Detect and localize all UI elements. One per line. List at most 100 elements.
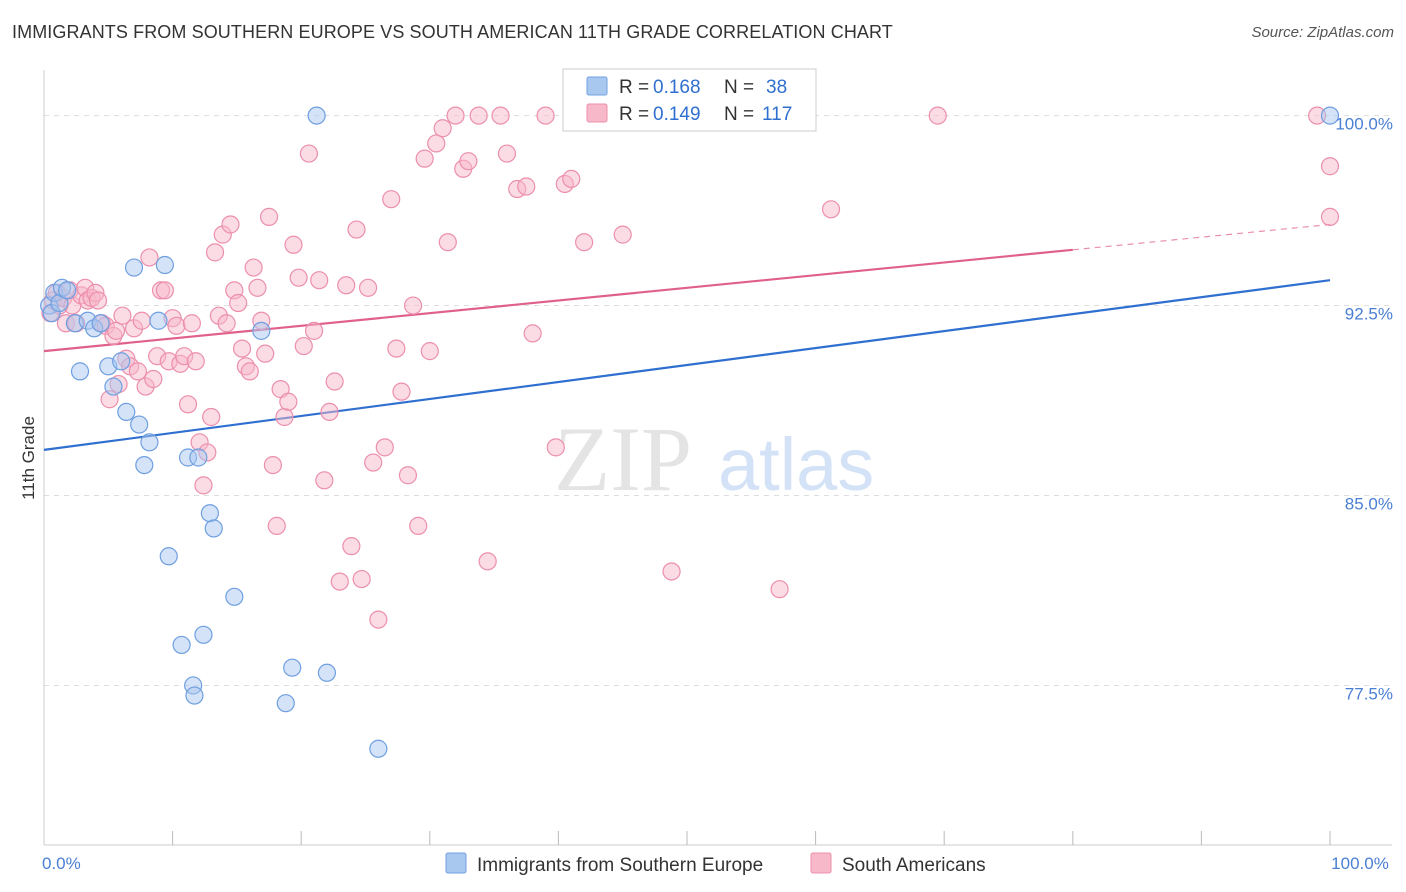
data-point-southern-europe (159, 547, 178, 566)
data-point-south-americans (289, 268, 308, 287)
x-tick-label: 0.0% (42, 854, 81, 873)
data-point-south-americans (294, 336, 313, 356)
data-point-south-americans (375, 438, 394, 457)
data-point-south-americans (178, 395, 198, 414)
data-point-southern-europe (172, 635, 191, 655)
data-point-south-americans (315, 471, 334, 490)
data-point-south-americans (167, 316, 186, 335)
data-point-southern-europe (155, 255, 174, 275)
data-point-south-americans (310, 271, 329, 290)
data-point-south-americans (536, 106, 555, 125)
chart-title: IMMIGRANTS FROM SOUTHERN EUROPE VS SOUTH… (12, 22, 893, 42)
data-point-southern-europe (225, 587, 244, 606)
data-point-south-americans (256, 344, 275, 363)
trend-line-pink (43, 248, 1073, 353)
data-point-southern-europe (194, 625, 213, 644)
legend-r-value-blue: 0.168 (653, 77, 701, 98)
data-point-south-americans (420, 342, 439, 361)
data-point-south-americans (369, 610, 388, 629)
series-legend-swatch-pink (810, 852, 832, 874)
data-point-south-americans (575, 233, 594, 252)
data-point-south-americans (186, 352, 205, 371)
data-point-south-americans (275, 407, 294, 427)
data-point-southern-europe (189, 448, 208, 467)
data-point-south-americans (347, 220, 366, 239)
legend-n-value-pink: 117 (762, 104, 792, 125)
data-point-south-americans (240, 362, 259, 381)
data-point-south-americans (364, 453, 383, 472)
data-point-south-americans (267, 516, 286, 535)
data-point-south-americans (128, 362, 147, 381)
data-point-south-americans (358, 278, 378, 297)
series-legend-label-blue: Immigrants from Southern Europe (477, 855, 763, 876)
data-point-south-americans (1320, 157, 1340, 176)
y-tick-label: 85.0% (1345, 494, 1393, 513)
data-point-south-americans (1320, 207, 1340, 226)
data-point-southern-europe (1320, 106, 1340, 125)
data-point-south-americans (330, 572, 349, 591)
data-point-south-americans (205, 243, 225, 262)
data-point-south-americans (562, 169, 581, 189)
stats-legend: R = 0.168 N = 38 R = 0.149 N = 117 (562, 68, 817, 132)
y-tick-label: 92.5% (1345, 305, 1393, 324)
data-point-south-americans (546, 438, 565, 457)
data-point-south-americans (263, 455, 283, 475)
legend-r-label-pink: R = (619, 104, 649, 125)
legend-swatch-pink (586, 103, 608, 123)
data-point-south-americans (928, 106, 947, 125)
data-point-south-americans (132, 311, 151, 330)
data-point-south-americans (409, 516, 428, 535)
data-point-south-americans (497, 144, 517, 163)
trend-line-extension (1072, 223, 1331, 251)
data-point-south-americans (352, 569, 371, 589)
data-point-southern-europe (117, 402, 136, 422)
data-point-south-americans (229, 293, 248, 313)
legend-n-value-blue: 38 (766, 77, 787, 98)
legend-n-label-blue: N = (724, 77, 754, 98)
data-point-southern-europe (149, 311, 168, 330)
data-point-southern-europe (283, 658, 302, 677)
legend-n-label-pink: N = (724, 104, 754, 125)
data-point-southern-europe (200, 504, 219, 523)
data-point-south-americans (88, 291, 108, 310)
data-point-southern-europe (276, 694, 295, 713)
data-point-south-americans (517, 177, 536, 196)
data-point-southern-europe (70, 362, 90, 381)
data-point-south-americans (433, 119, 452, 138)
series-legend: Immigrants from Southern Europe South Am… (445, 852, 986, 876)
data-point-south-americans (299, 144, 319, 163)
legend-r-label-blue: R = (619, 77, 649, 98)
y-tick-label: 100.0% (1335, 115, 1393, 134)
data-point-southern-europe (135, 455, 154, 475)
data-point-south-americans (259, 207, 279, 226)
data-point-south-americans (284, 235, 303, 254)
data-point-south-americans (320, 402, 339, 422)
data-point-south-americans (232, 339, 252, 358)
data-point-southern-europe (252, 321, 271, 340)
data-point-south-americans (113, 306, 132, 325)
data-point-south-americans (398, 466, 418, 485)
data-point-south-americans (446, 106, 465, 125)
data-point-south-americans (221, 215, 240, 234)
data-point-southern-europe (112, 352, 131, 371)
data-point-south-americans (438, 233, 457, 252)
data-point-south-americans (469, 106, 488, 125)
data-point-south-americans (155, 281, 174, 300)
series-legend-label-pink: South Americans (842, 855, 986, 876)
data-point-southern-europe (91, 314, 110, 333)
data-point-south-americans (202, 407, 221, 427)
data-point-south-americans (217, 314, 236, 333)
data-point-south-americans (194, 476, 213, 495)
legend-r-value-pink: 0.149 (653, 104, 701, 125)
data-point-southern-europe (185, 686, 204, 705)
y-tick-label: 77.5% (1345, 684, 1393, 703)
data-point-south-americans (478, 552, 497, 571)
data-point-south-americans (662, 562, 681, 581)
data-point-south-americans (523, 324, 542, 343)
data-point-south-americans (248, 278, 267, 297)
data-point-south-americans (387, 339, 406, 358)
data-point-south-americans (491, 106, 510, 125)
data-point-south-americans (337, 276, 356, 295)
data-point-south-americans (140, 248, 159, 267)
